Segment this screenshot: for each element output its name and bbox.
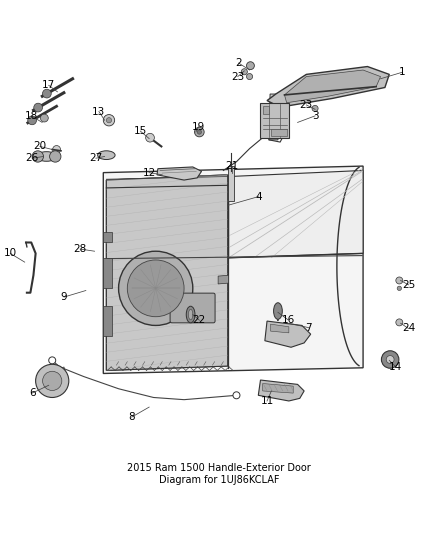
Text: 7: 7 xyxy=(305,322,312,333)
Circle shape xyxy=(127,260,184,317)
Circle shape xyxy=(396,319,403,326)
Text: 4: 4 xyxy=(255,192,261,201)
FancyBboxPatch shape xyxy=(170,293,215,323)
Polygon shape xyxy=(229,171,363,258)
Text: 24: 24 xyxy=(402,324,415,334)
Circle shape xyxy=(42,89,51,98)
Circle shape xyxy=(247,62,254,70)
Text: 12: 12 xyxy=(142,168,156,177)
Polygon shape xyxy=(218,275,229,284)
Text: 17: 17 xyxy=(42,80,55,90)
Text: 2: 2 xyxy=(235,58,242,68)
Text: 3: 3 xyxy=(312,111,318,121)
Circle shape xyxy=(103,115,115,126)
Polygon shape xyxy=(51,367,65,381)
Polygon shape xyxy=(52,376,66,389)
Text: 19: 19 xyxy=(192,122,205,132)
Text: 15: 15 xyxy=(134,126,147,136)
Circle shape xyxy=(397,286,402,290)
Text: 22: 22 xyxy=(193,315,206,325)
Text: 18: 18 xyxy=(25,111,38,121)
Ellipse shape xyxy=(36,152,57,161)
Text: 1: 1 xyxy=(399,67,406,77)
Polygon shape xyxy=(103,258,112,288)
Circle shape xyxy=(194,127,204,137)
Polygon shape xyxy=(228,166,234,201)
Text: 10: 10 xyxy=(4,248,17,259)
Polygon shape xyxy=(103,166,363,374)
Polygon shape xyxy=(157,167,201,180)
Ellipse shape xyxy=(98,151,115,159)
Circle shape xyxy=(32,151,43,162)
Circle shape xyxy=(233,392,240,399)
Circle shape xyxy=(241,69,247,75)
Text: 11: 11 xyxy=(261,396,274,406)
Circle shape xyxy=(28,116,36,125)
Ellipse shape xyxy=(188,309,193,320)
Text: 20: 20 xyxy=(33,141,46,151)
Circle shape xyxy=(381,351,399,368)
Circle shape xyxy=(247,74,253,79)
Polygon shape xyxy=(263,384,293,393)
Polygon shape xyxy=(258,380,304,401)
Text: 26: 26 xyxy=(25,153,39,163)
Polygon shape xyxy=(103,231,112,243)
Polygon shape xyxy=(106,175,228,370)
Polygon shape xyxy=(271,129,287,135)
Text: 27: 27 xyxy=(89,153,102,163)
Ellipse shape xyxy=(186,306,195,323)
Circle shape xyxy=(386,356,394,364)
Polygon shape xyxy=(285,70,381,103)
Circle shape xyxy=(35,364,69,398)
Circle shape xyxy=(106,118,112,123)
Text: 2015 Ram 1500 Handle-Exterior Door
Diagram for 1UJ86KCLAF: 2015 Ram 1500 Handle-Exterior Door Diagr… xyxy=(127,463,311,484)
Circle shape xyxy=(34,103,42,112)
Circle shape xyxy=(146,133,154,142)
Circle shape xyxy=(197,130,201,134)
Polygon shape xyxy=(106,175,228,370)
Circle shape xyxy=(49,151,61,162)
Polygon shape xyxy=(269,94,279,140)
Text: 21: 21 xyxy=(226,161,239,171)
Circle shape xyxy=(396,277,403,284)
Text: 14: 14 xyxy=(389,362,403,372)
Text: 9: 9 xyxy=(61,292,67,302)
Text: 28: 28 xyxy=(74,244,87,254)
Text: 16: 16 xyxy=(281,315,295,325)
Text: 23: 23 xyxy=(231,71,244,82)
Polygon shape xyxy=(103,306,112,336)
Polygon shape xyxy=(267,67,389,107)
Circle shape xyxy=(53,146,60,154)
Polygon shape xyxy=(263,106,269,114)
Text: 13: 13 xyxy=(92,107,106,117)
Circle shape xyxy=(42,372,62,391)
Circle shape xyxy=(40,114,48,122)
Text: 8: 8 xyxy=(128,412,135,422)
Polygon shape xyxy=(271,324,289,333)
Circle shape xyxy=(312,106,318,111)
Polygon shape xyxy=(261,103,289,138)
Circle shape xyxy=(49,357,56,364)
Text: 6: 6 xyxy=(29,388,35,398)
Polygon shape xyxy=(265,321,311,348)
Text: 25: 25 xyxy=(402,280,415,290)
Text: 23: 23 xyxy=(300,100,313,110)
Ellipse shape xyxy=(274,303,283,319)
Circle shape xyxy=(119,251,193,326)
